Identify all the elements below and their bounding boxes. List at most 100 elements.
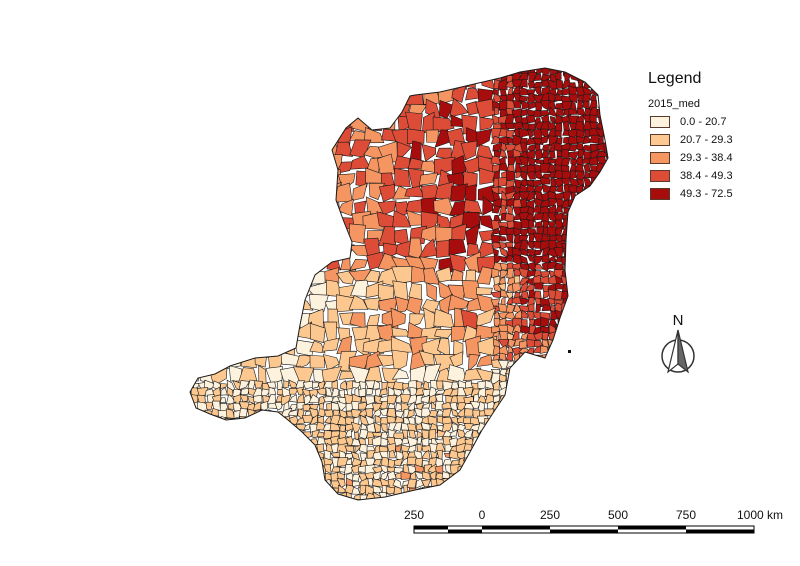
municipality (598, 359, 606, 371)
municipality (571, 429, 580, 439)
municipality (570, 268, 579, 278)
municipality (211, 451, 221, 461)
municipality (268, 295, 287, 317)
municipality (490, 451, 500, 462)
municipality (554, 491, 566, 500)
municipality (525, 408, 537, 418)
municipality (553, 387, 566, 398)
municipality (390, 307, 406, 328)
municipality (199, 141, 211, 159)
municipality (491, 68, 500, 76)
municipality (590, 457, 599, 468)
municipality (226, 470, 235, 482)
municipality (512, 423, 522, 432)
legend-swatch (650, 170, 670, 182)
municipality (612, 129, 621, 139)
municipality (255, 486, 262, 495)
municipality (568, 240, 579, 248)
municipality (569, 379, 579, 391)
municipality (441, 492, 452, 500)
municipality (255, 102, 269, 115)
municipality (567, 374, 579, 384)
municipality (498, 450, 510, 460)
municipality (578, 449, 587, 462)
municipality (602, 344, 608, 354)
municipality (603, 407, 608, 416)
municipality (589, 351, 601, 362)
municipality (582, 241, 593, 250)
municipality (358, 387, 367, 397)
municipality (613, 313, 621, 318)
municipality (287, 429, 298, 439)
scale-label: 0 (478, 508, 486, 522)
municipality (190, 200, 204, 217)
municipality (395, 445, 402, 452)
municipality (293, 125, 314, 146)
municipality (499, 269, 509, 279)
municipality (287, 463, 299, 474)
municipality (533, 428, 545, 439)
municipality (239, 239, 254, 261)
municipality (602, 80, 608, 88)
municipality (583, 225, 594, 236)
municipality (541, 492, 551, 500)
municipality (225, 494, 236, 500)
municipality (589, 387, 600, 399)
municipality (266, 430, 278, 439)
municipality (184, 501, 193, 507)
municipality (515, 171, 523, 179)
municipality (490, 155, 501, 165)
municipality (264, 245, 283, 258)
north-letter: N (672, 312, 684, 329)
municipality (265, 366, 283, 384)
municipality (602, 184, 608, 196)
municipality (321, 337, 340, 352)
municipality (613, 72, 618, 81)
municipality (462, 464, 475, 476)
municipality (582, 100, 590, 110)
municipality (613, 157, 618, 167)
municipality (604, 380, 608, 391)
municipality (195, 355, 216, 370)
municipality (350, 421, 362, 433)
municipality (436, 409, 444, 416)
municipality (288, 458, 300, 469)
municipality (577, 198, 586, 208)
municipality (292, 240, 315, 256)
municipality (554, 422, 565, 433)
municipality (199, 337, 214, 356)
municipality (591, 437, 598, 446)
municipality (575, 156, 584, 167)
municipality (321, 211, 342, 230)
municipality (560, 359, 572, 371)
municipality (497, 411, 510, 420)
municipality (191, 464, 201, 476)
municipality (570, 501, 577, 509)
municipality (199, 457, 209, 469)
municipality (406, 296, 423, 316)
municipality (603, 108, 608, 118)
municipality (526, 353, 535, 363)
municipality (590, 212, 598, 222)
municipality (262, 449, 272, 461)
municipality (582, 457, 594, 469)
municipality (246, 450, 258, 460)
municipality (597, 421, 608, 432)
municipality (349, 258, 368, 271)
municipality (612, 228, 620, 235)
municipality (561, 423, 571, 432)
municipality (426, 282, 438, 302)
municipality (407, 492, 419, 500)
municipality (526, 436, 537, 447)
municipality (212, 471, 222, 483)
municipality (569, 170, 577, 180)
state-border (189, 67, 609, 501)
municipality (596, 233, 607, 242)
municipality (296, 449, 307, 461)
municipality (506, 421, 517, 433)
municipality (214, 430, 219, 440)
municipality (316, 386, 327, 395)
municipality (512, 374, 522, 385)
municipality (527, 487, 538, 496)
municipality (190, 418, 200, 427)
